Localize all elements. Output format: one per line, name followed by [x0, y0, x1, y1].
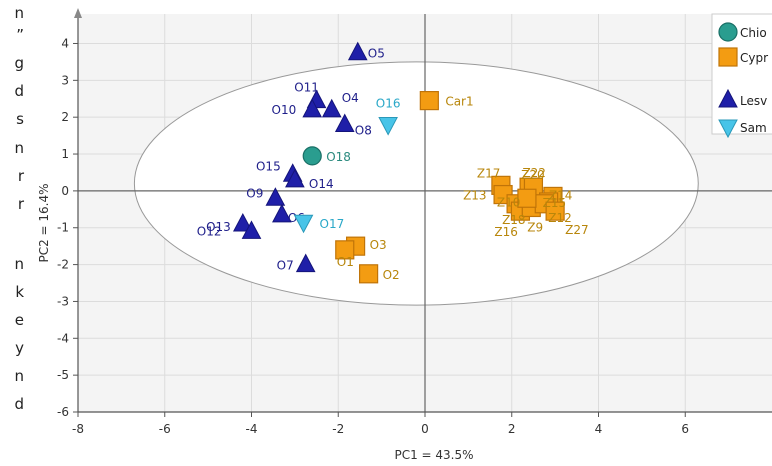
- data-point-o17: [293, 214, 314, 234]
- point-label-z27: Z27: [565, 223, 589, 237]
- point-label-o12: O12: [197, 224, 222, 238]
- point-label-z10: Z10: [497, 195, 521, 209]
- legend-marker-chio: [718, 22, 738, 42]
- point-label-o17: O17: [320, 217, 345, 231]
- margin-text-fragment: n: [14, 139, 24, 157]
- y-tick-label: 4: [61, 36, 69, 50]
- point-label-o8: O8: [355, 124, 372, 138]
- legend-label-chio: Chio: [740, 26, 767, 40]
- legend-marker-sam: [718, 119, 738, 139]
- y-tick-label: 3: [61, 73, 69, 87]
- data-point-o5: [347, 41, 368, 61]
- point-label-o5: O5: [368, 47, 385, 61]
- legend-marker-cypr: [718, 47, 738, 67]
- x-tick-label: 4: [595, 422, 603, 436]
- margin-text-fragment: e: [14, 311, 24, 329]
- y-tick-label: -4: [57, 331, 69, 345]
- data-point-o13: [232, 212, 253, 232]
- data-point-o12: [241, 220, 262, 239]
- data-point-o16: [378, 117, 398, 136]
- data-point-o14: [285, 168, 305, 188]
- point-label-o2: O2: [383, 268, 400, 282]
- point-label-z9: Z9: [527, 220, 543, 234]
- margin-text-fragment: r: [17, 195, 24, 213]
- y-tick-label: -5: [57, 368, 69, 382]
- point-label-z22: Z22: [522, 166, 546, 180]
- data-point-z27: [545, 201, 565, 221]
- margin-text-fragment: n: [14, 367, 24, 385]
- margin-text-fragment: n: [14, 255, 24, 273]
- legend-label-cypr: Cypr: [740, 51, 768, 65]
- point-label-z12: Z12: [548, 211, 572, 225]
- x-tick-label: -2: [332, 422, 344, 436]
- y-tick-label: 2: [61, 110, 69, 124]
- point-label-car1: Car1: [445, 95, 473, 109]
- margin-text-fragment: r: [17, 167, 24, 185]
- point-label-o9: O9: [246, 186, 263, 200]
- point-label-o14: O14: [309, 177, 334, 191]
- legend: Chio Cypr Lesv Sam: [711, 13, 772, 139]
- point-label-o18: O18: [326, 150, 351, 164]
- y-tick-label: 1: [61, 147, 69, 161]
- margin-text-fragment: s: [16, 110, 24, 128]
- point-label-z20: Z20: [521, 168, 545, 182]
- point-label-z15: Z15: [543, 196, 567, 210]
- data-point-o2: [359, 264, 379, 284]
- point-label-o11: O11: [294, 81, 319, 95]
- x-tick-label: -8: [72, 422, 84, 436]
- point-label-o4: O4: [342, 91, 359, 105]
- point-label-z18: Z18: [502, 213, 526, 227]
- series-sam: O16 O17: [293, 97, 401, 234]
- point-label-z13: Z13: [463, 189, 487, 203]
- x-tick-label: 6: [681, 422, 689, 436]
- point-label-z17: Z17: [477, 166, 501, 180]
- point-label-z16: Z16: [494, 225, 518, 239]
- data-point-o18: [302, 146, 322, 166]
- point-label-o1: O1: [337, 255, 354, 269]
- data-point-car1: [419, 91, 439, 111]
- point-label-z14: Z14: [549, 188, 573, 202]
- data-point-o10: [302, 98, 323, 118]
- y-tick-label: 0: [61, 184, 69, 198]
- y-axis-label: PC2 = 16.4%: [37, 183, 51, 262]
- data-point-z10: [517, 188, 537, 208]
- margin-text-fragment: g: [14, 54, 24, 72]
- point-label-o15: O15: [256, 159, 281, 173]
- point-label-o16: O16: [376, 97, 401, 111]
- legend-marker-lesv: [718, 88, 738, 108]
- margin-text-fragment: ”: [16, 26, 24, 44]
- point-label-o10: O10: [272, 103, 297, 117]
- point-label-o13: O13: [206, 220, 231, 234]
- margin-text-fragment: d: [14, 82, 24, 100]
- margin-text-fragment: n: [14, 4, 24, 22]
- legend-label-lesv: Lesv: [740, 94, 767, 108]
- x-axis-label: PC1 = 43.5%: [394, 448, 473, 462]
- y-tick-label: -2: [57, 258, 69, 272]
- point-label-o3: O3: [370, 238, 387, 252]
- y-axis-arrow: [74, 8, 82, 18]
- x-tick-label: 0: [421, 422, 429, 436]
- y-tick-label: -1: [57, 221, 69, 235]
- data-point-o8: [334, 113, 355, 133]
- point-label-o7: O7: [277, 259, 294, 273]
- margin-text-fragment: d: [14, 395, 24, 413]
- y-tick-label: -6: [57, 405, 69, 419]
- data-point-o9: [265, 187, 286, 206]
- x-tick-label: -6: [159, 422, 171, 436]
- left-margin-text: n” g d s n r r n k e y n d: [0, 0, 30, 466]
- legend-label-sam: Sam: [740, 121, 767, 135]
- data-point-o7: [295, 253, 316, 273]
- x-tick-label: -4: [246, 422, 258, 436]
- y-tick-label: -3: [57, 294, 69, 308]
- series-chio: O18: [302, 146, 351, 166]
- data-point-o1: [335, 240, 355, 260]
- data-point-o6: [272, 203, 292, 223]
- confidence-ellipse: [133, 61, 699, 306]
- margin-text-fragment: y: [15, 339, 24, 357]
- data-point-o4: [321, 98, 342, 118]
- margin-text-fragment: k: [15, 283, 24, 301]
- x-tick-label: 2: [508, 422, 516, 436]
